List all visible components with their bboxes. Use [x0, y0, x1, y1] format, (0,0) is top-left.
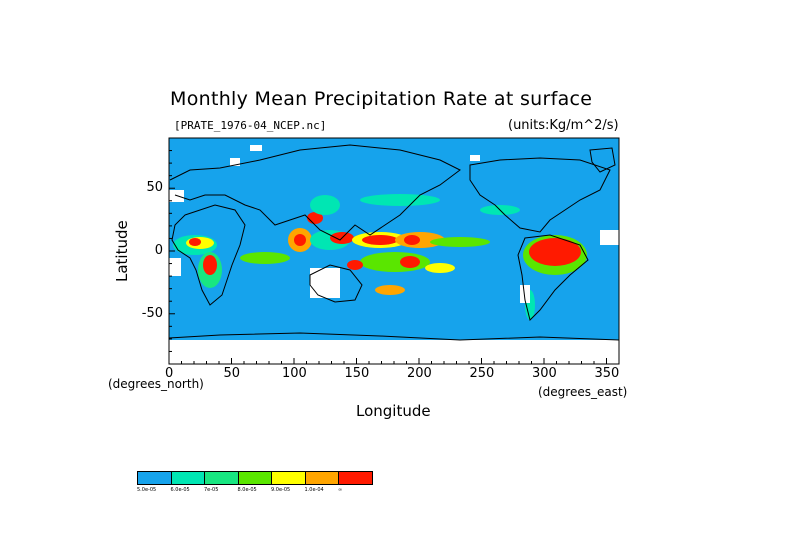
x-tick-label: 350 — [594, 366, 620, 381]
legend-label: 1.0e-04 — [304, 487, 324, 493]
tick-marks — [168, 137, 620, 365]
x-tick-label: 250 — [469, 366, 495, 381]
map-title: Monthly Mean Precipitation Rate at surfa… — [170, 88, 593, 110]
x-tick-label: 50 — [223, 366, 241, 381]
y-tick-label: 0 — [154, 243, 163, 258]
x-unit-note: (degrees_east) — [538, 385, 628, 399]
x-tick-label: 100 — [282, 366, 307, 381]
precip-shading — [173, 194, 587, 320]
legend-swatch — [204, 471, 239, 485]
legend-swatch — [271, 471, 306, 485]
legend-swatch — [137, 471, 172, 485]
legend-label: 6.0e-05 — [170, 487, 190, 493]
legend-label: 9.0e-05 — [271, 487, 291, 493]
file-label: [PRATE_1976-04_NCEP.nc] — [174, 119, 327, 132]
legend-swatch — [304, 471, 339, 485]
legend-label: 5.0e-05 — [137, 487, 157, 493]
legend-label: 8.0e-05 — [237, 487, 257, 493]
x-tick-label: 300 — [532, 366, 557, 381]
legend-swatch — [237, 471, 272, 485]
coastlines — [168, 144, 620, 341]
y-tick-label: -50 — [141, 305, 163, 321]
units-label: (units:Kg/m^2/s) — [508, 118, 619, 133]
x-tick-label: 200 — [407, 366, 432, 381]
legend-swatch — [338, 471, 373, 485]
y-tick-label: 50 — [146, 180, 163, 196]
x-axis-label: Longitude — [356, 402, 431, 420]
legend-label: ∞ — [338, 487, 343, 493]
y-axis-label: Latitude — [113, 220, 131, 282]
y-unit-note: (degrees_north) — [108, 377, 204, 391]
legend-label: 7e-05 — [204, 487, 219, 493]
x-tick-label: 150 — [344, 366, 370, 381]
x-tick-label: 0 — [165, 366, 174, 381]
legend-swatch — [170, 471, 205, 485]
